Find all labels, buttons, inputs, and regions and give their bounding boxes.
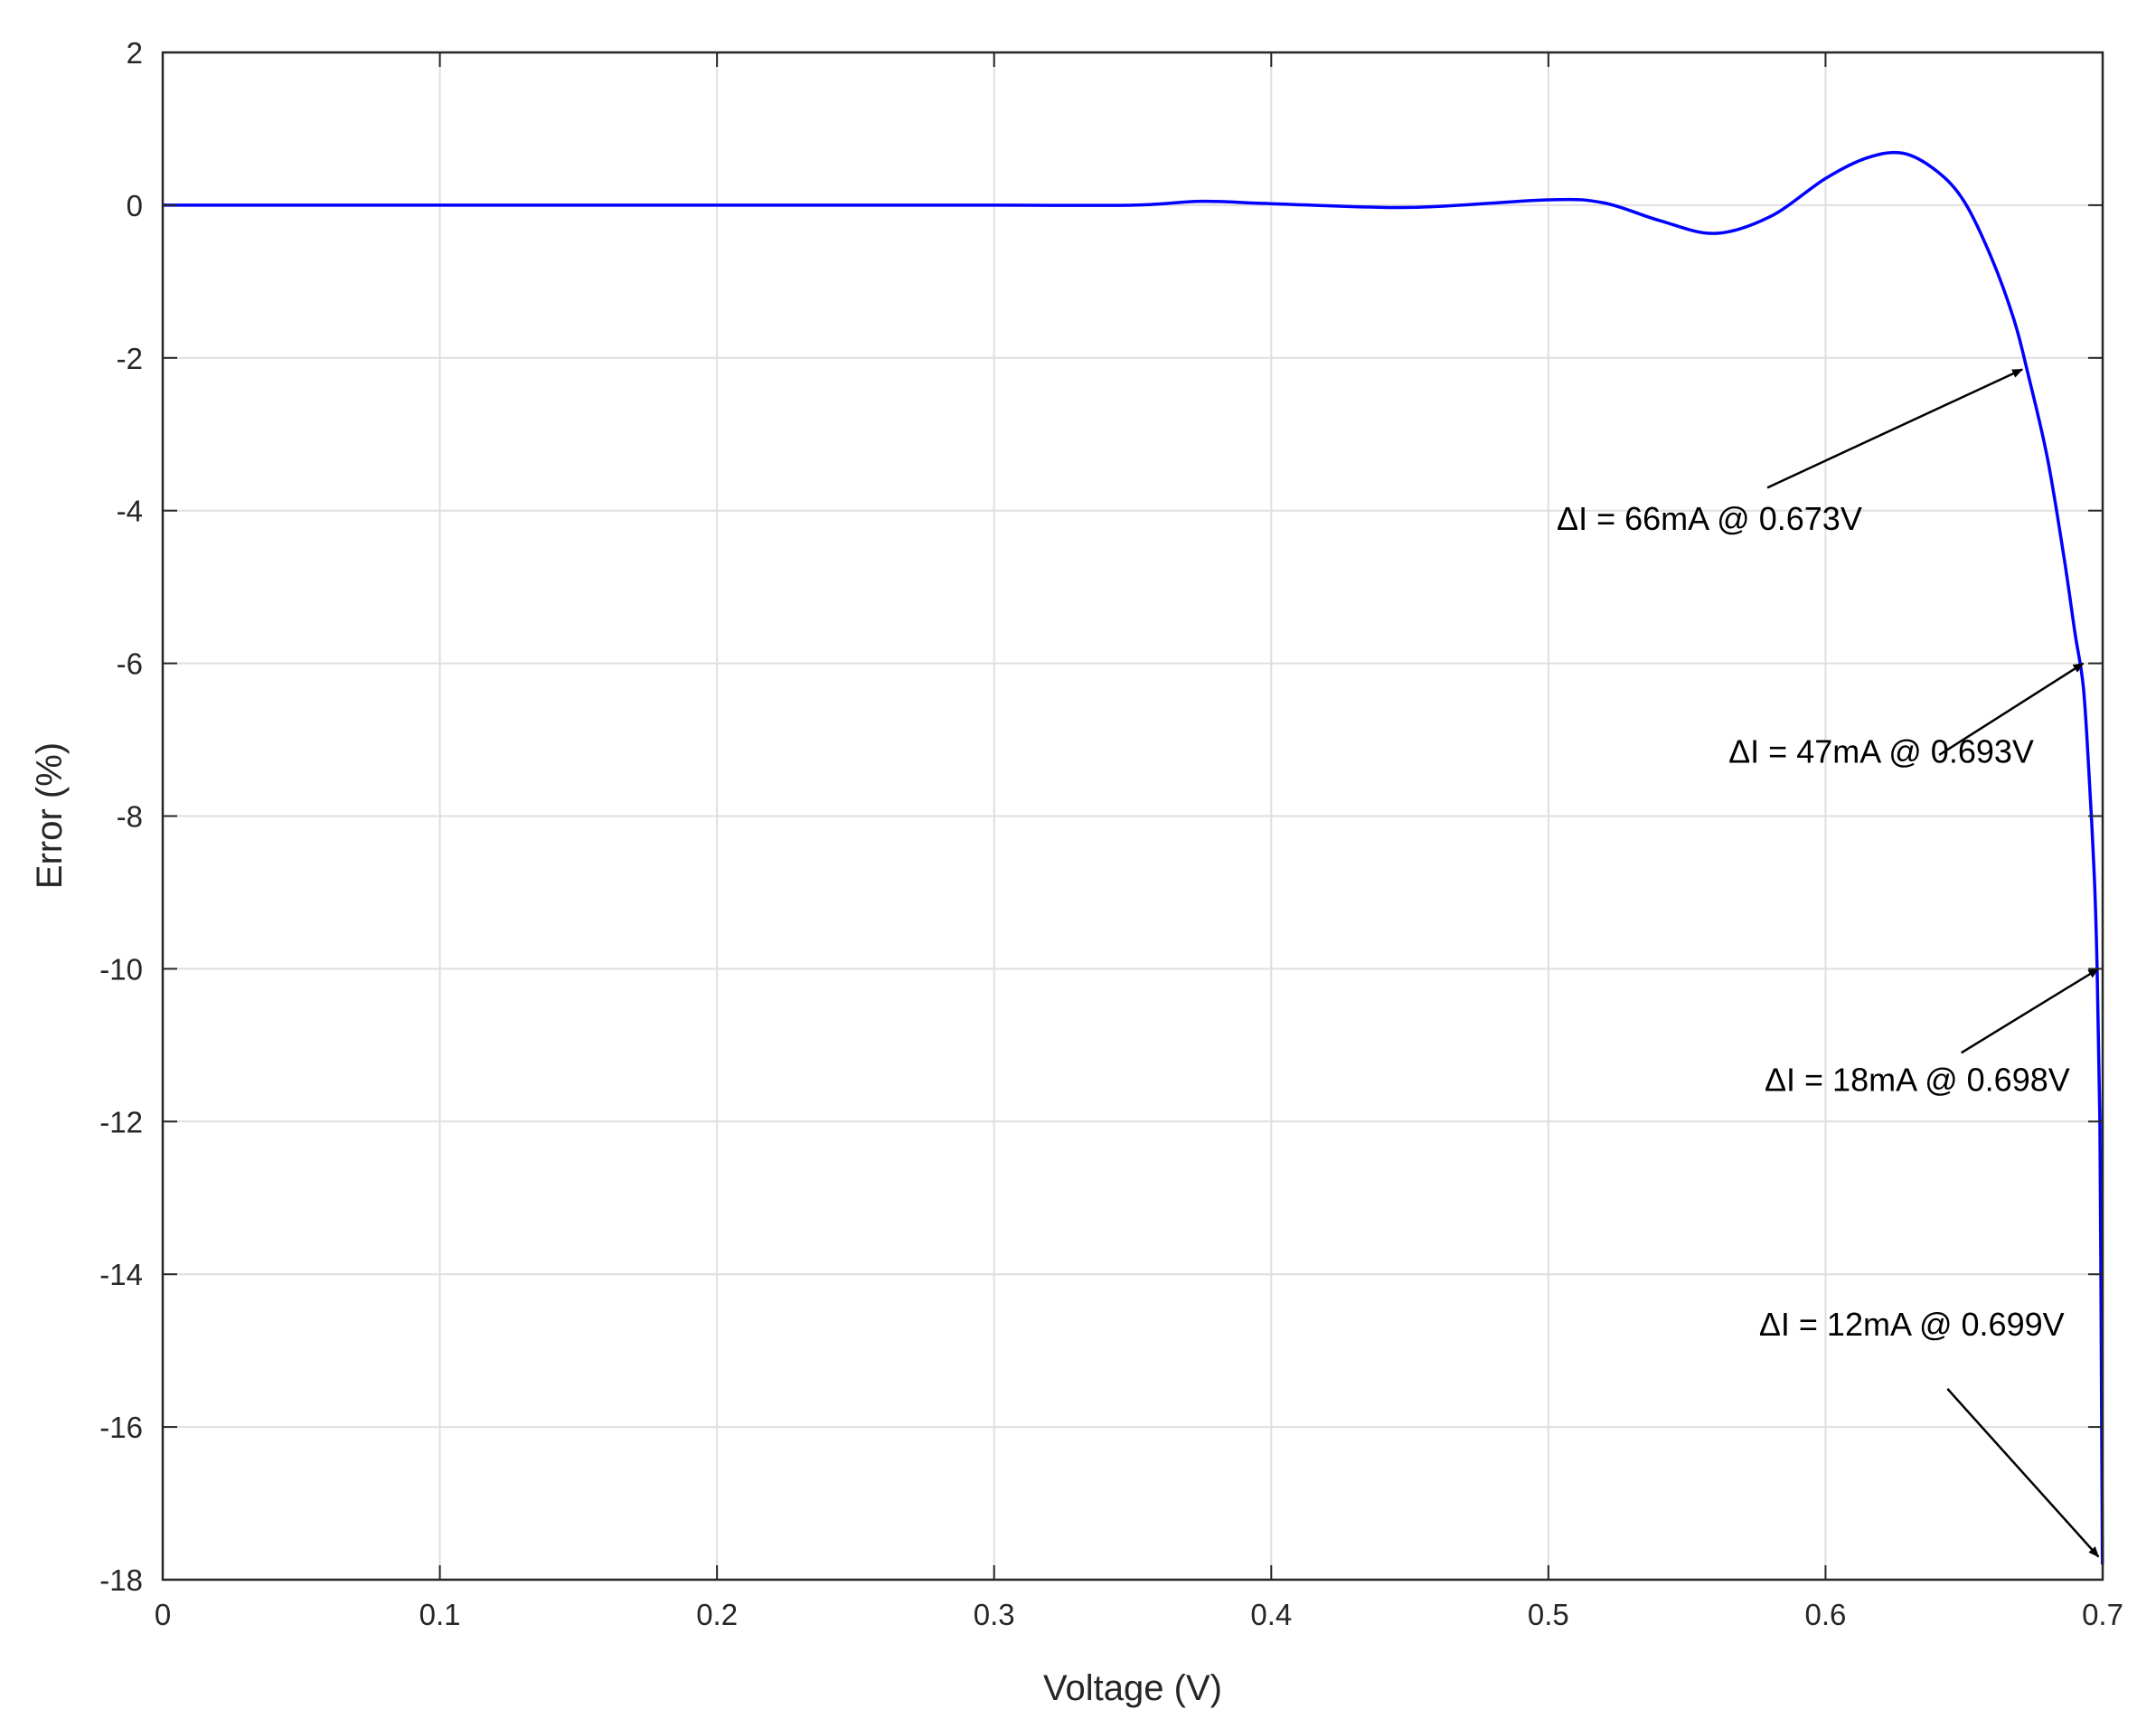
y-tick-label: -8 (117, 800, 143, 834)
x-tick-label: 0.7 (2082, 1598, 2123, 1631)
annotation-label: ΔI = 47mA @ 0.693V (1728, 732, 2034, 770)
y-tick-label: -6 (117, 647, 143, 681)
x-tick-label: 0.1 (419, 1598, 461, 1631)
annotation-arrow (1960, 968, 2100, 1054)
x-tick-label: 0 (155, 1598, 171, 1631)
y-tick-label: -14 (99, 1258, 143, 1291)
y-tick-label: -18 (99, 1563, 143, 1597)
y-tick-label: -10 (99, 952, 143, 986)
y-tick-label: -2 (117, 342, 143, 375)
x-axis-label: Voltage (V) (1043, 1668, 1222, 1708)
annotation-label: ΔI = 66mA @ 0.673V (1557, 500, 1862, 537)
annotation-arrow (1766, 368, 2024, 489)
y-tick-label: -12 (99, 1105, 143, 1138)
y-tick-label: 0 (127, 189, 143, 222)
y-tick-label: -16 (99, 1411, 143, 1444)
annotations: ΔI = 66mA @ 0.673V ΔI = 47mA @ 0.693V ΔI =… (1557, 368, 2100, 1558)
x-tick-label: 0.5 (1528, 1598, 1569, 1631)
annotation-arrow (1946, 1388, 2100, 1558)
y-axis-label: Error (%) (30, 742, 70, 889)
series-line-error (163, 150, 2104, 1565)
series-layer (163, 150, 2104, 1565)
y-tick-label: -4 (117, 495, 143, 528)
x-tick-label: 0.6 (1804, 1598, 1846, 1631)
y-tick-label: 2 (127, 36, 143, 70)
x-tick-label: 0.2 (696, 1598, 738, 1631)
x-tick-label: 0.4 (1250, 1598, 1292, 1631)
axis-ticks (162, 52, 2104, 1581)
y-tick-labels: 2 0 -2 -4 -6 -8 -10 -12 -14 -16 -18 (99, 36, 143, 1597)
x-tick-label: 0.3 (974, 1598, 1015, 1631)
annotation-arrow (1938, 662, 2085, 756)
annotation-label: ΔI = 18mA @ 0.698V (1765, 1062, 2070, 1099)
annotation-label: ΔI = 12mA @ 0.699V (1759, 1306, 2065, 1343)
x-tick-labels: 0 0.1 0.2 0.3 0.4 0.5 0.6 0.7 (155, 1598, 2123, 1631)
